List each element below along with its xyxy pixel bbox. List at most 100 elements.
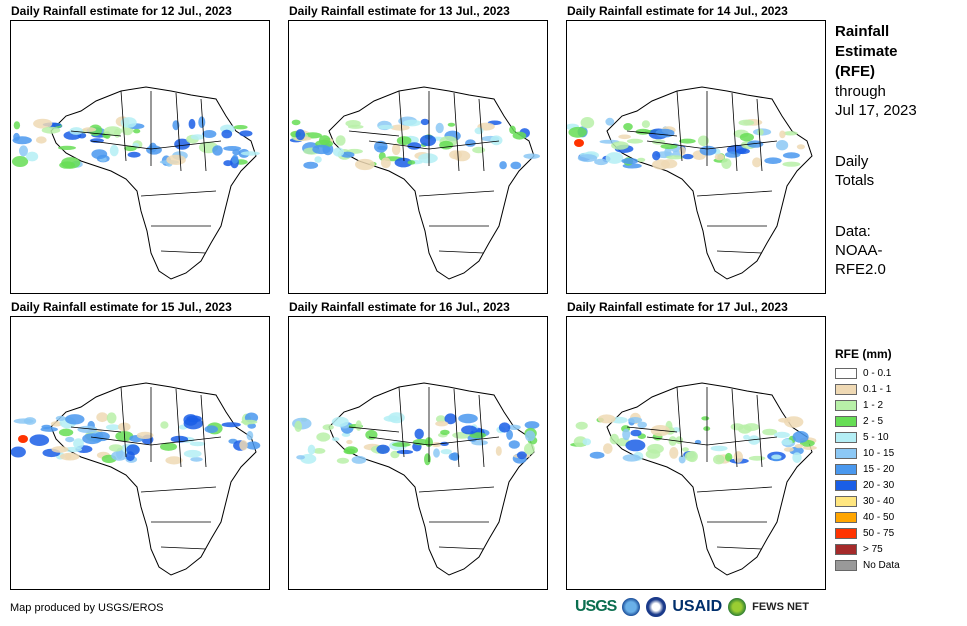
rainfall-blob [233,125,248,130]
rainfall-blob [802,445,817,450]
rainfall-blob [655,128,675,138]
rainfall-blob [69,127,84,135]
rainfall-blob [435,415,446,423]
rainfall-blob [332,147,345,157]
map-panel-3: Daily Rainfall estimate for 14 Jul., 202… [566,4,826,294]
rainfall-blob [665,155,685,160]
panel-title: Daily Rainfall estimate for 17 Jul., 202… [567,300,788,314]
rainfall-blob [105,424,121,431]
rainfall-blob [444,413,457,425]
continent-outline [606,382,813,576]
rainfall-blob [343,448,356,455]
legend-label: 30 - 40 [863,495,895,507]
rainfall-blob [26,151,39,162]
rainfall-blob [748,455,766,461]
rainfall-blob [106,412,117,424]
map-panel-6: Daily Rainfall estimate for 17 Jul., 202… [566,300,826,590]
rainfall-blob [407,160,416,165]
rainfall-blob [675,436,683,445]
legend-row: 10 - 15 [835,445,960,461]
rainfall-blob [652,159,670,170]
rainfall-blob [12,156,29,167]
rainfall-blob [296,455,305,460]
legend-swatch [835,383,857,395]
legend-swatch [835,431,857,443]
rainfall-blob [764,157,782,164]
side-title-line: Estimate [835,43,898,60]
panel-title: Daily Rainfall estimate for 14 Jul., 202… [567,4,788,18]
legend-label: 40 - 50 [863,511,895,523]
rainfall-blob [314,156,322,163]
rainfall-blob [506,429,513,440]
rainfall-blob [735,148,750,155]
rainfall-blob [204,425,218,433]
legend-row: No Data [835,557,960,573]
rainfall-blob [589,451,605,459]
rainfall-blob [58,145,76,150]
rainfall-blob [762,428,778,436]
rainfall-blob [378,124,394,130]
map-panel-2: Daily Rainfall estimate for 13 Jul., 202… [288,4,548,294]
rainfall-blob [679,146,686,156]
legend-swatch [835,543,857,555]
country-borders [348,386,500,550]
rainfall-blob [568,126,587,138]
rainfall-blob [190,457,203,462]
rainfall-blob [245,441,261,450]
rainfall-blob [630,429,642,437]
rainfall-blob [773,431,790,438]
rainfall-blob [458,413,478,424]
rainfall-blob [580,117,595,129]
legend: RFE (mm) 0 - 0.1 0.1 - 1 1 - 2 2 - 5 5 - 10 1… [835,346,960,573]
rainfall-blob [710,445,728,452]
rainfall-blob [188,118,196,130]
rainfall-map [566,316,826,590]
rainfall-blob [594,158,609,166]
rainfall-blob [403,119,421,127]
rainfall-blob [96,412,109,423]
rainfall-blob [509,125,516,134]
legend-label: 50 - 75 [863,527,895,539]
rainfall-blob [65,414,85,425]
rainfall-blob [231,154,239,164]
rainfall-blob [19,145,28,157]
legend-label: 2 - 5 [863,415,884,427]
map-panel-4: Daily Rainfall estimate for 15 Jul., 202… [10,300,270,590]
rainfall-blob [697,135,709,147]
rainfall-blob [396,449,414,455]
rainfall-blob [13,121,21,130]
rainfall-blob [682,153,694,160]
rainfall-map [10,20,270,294]
rainfall-blob [738,119,755,126]
rainfall-blob [13,132,20,141]
rainfall-blob [174,138,191,150]
africa-map-svg [570,382,817,576]
legend-row: 50 - 75 [835,525,960,541]
legend-label: 0 - 0.1 [863,367,892,379]
rainfall-blob [239,130,253,137]
rainfall-blob [725,151,741,158]
rainfall-blob [351,455,367,464]
rainfall-blob [747,140,764,148]
continent-outline [50,86,257,280]
rainfall-blob [782,152,800,159]
rainfall-blob [247,423,256,429]
legend-swatch [835,495,857,507]
rainfall-blob [165,456,183,465]
rainfall-blob [625,439,646,452]
rainfall-blob [239,440,248,451]
rainfall-blob [510,161,522,170]
rainfall-map [288,316,548,590]
rainfall-blob [447,122,456,127]
rainfall-blob [241,419,258,425]
rainfall-blob [682,447,689,452]
legend-title: RFE (mm) [835,347,892,361]
legend-swatch [835,479,857,491]
legend-row: 5 - 10 [835,429,960,445]
rainfall-blob [523,153,540,159]
rainfall-blob [291,119,301,126]
map-panel-1: Daily Rainfall estimate for 12 Jul., 202… [10,4,270,294]
rainfall-blob [424,453,431,466]
map-panel-5: Daily Rainfall estimate for 16 Jul., 202… [288,300,548,590]
rainfall-blob [183,449,202,458]
